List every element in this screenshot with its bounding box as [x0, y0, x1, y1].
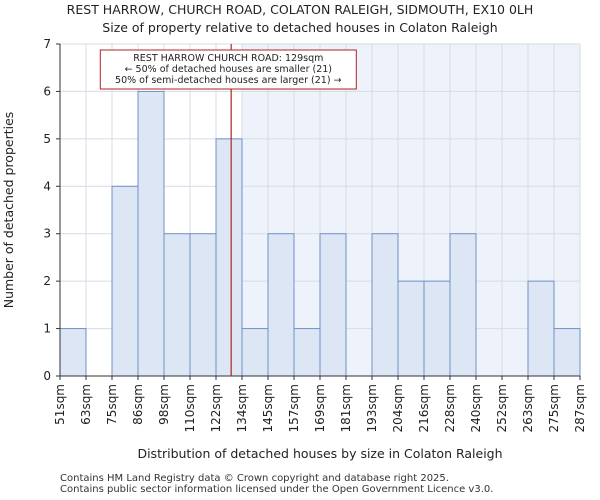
bar-51sqm — [59, 328, 87, 377]
chart-subtitle: Size of property relative to detached ho… — [102, 20, 498, 35]
y-tick-label-6: 6 — [43, 84, 51, 98]
x-axis-label: Distribution of detached houses by size … — [137, 446, 502, 461]
bar-263sqm — [527, 280, 555, 377]
x-tick-label-204sqm: 204sqm — [391, 384, 405, 432]
bar-193sqm — [371, 233, 399, 377]
x-tick-label-145sqm: 145sqm — [261, 384, 275, 432]
annotation-box — [99, 49, 357, 90]
bar-275sqm — [553, 328, 581, 377]
x-tick-label-275sqm: 275sqm — [547, 384, 561, 432]
annotation-larger: 50% of semi-detached houses are larger (… — [115, 75, 342, 86]
y-tick-label-5: 5 — [43, 132, 51, 146]
bar-110sqm — [189, 233, 217, 377]
x-tick-label-110sqm: 110sqm — [183, 384, 197, 432]
footer-line-2: Contains public sector information licen… — [60, 484, 494, 495]
y-tick-label-7: 7 — [43, 37, 51, 51]
x-tick-label-98sqm: 98sqm — [157, 384, 171, 425]
bar-216sqm — [423, 280, 451, 377]
x-tick-label-134sqm: 134sqm — [235, 384, 249, 432]
y-tick-label-0: 0 — [43, 369, 51, 383]
footer-line-1: Contains HM Land Registry data © Crown c… — [60, 473, 449, 484]
x-tick-label-263sqm: 263sqm — [521, 384, 535, 432]
y-tick-label-4: 4 — [43, 179, 51, 193]
annotation-smaller: ← 50% of detached houses are smaller (21… — [125, 64, 332, 75]
x-tick-label-169sqm: 169sqm — [313, 384, 327, 432]
y-tick-label-2: 2 — [43, 274, 51, 288]
chart-title: REST HARROW, CHURCH ROAD, COLATON RALEIG… — [66, 2, 534, 17]
x-tick-label-51sqm: 51sqm — [53, 384, 67, 425]
bar-204sqm — [397, 280, 425, 377]
x-tick-label-122sqm: 122sqm — [209, 384, 223, 432]
x-tick-label-157sqm: 157sqm — [287, 384, 301, 432]
bar-157sqm — [293, 328, 321, 377]
x-tick-label-228sqm: 228sqm — [443, 384, 457, 432]
x-tick-label-287sqm: 287sqm — [573, 384, 587, 432]
x-tick-label-216sqm: 216sqm — [417, 384, 431, 432]
y-axis-label: Number of detached properties — [1, 112, 16, 309]
x-tick-label-193sqm: 193sqm — [365, 384, 379, 432]
bar-134sqm — [241, 328, 269, 377]
x-tick-label-86sqm: 86sqm — [131, 384, 145, 425]
x-tick-label-181sqm: 181sqm — [339, 384, 353, 432]
bar-228sqm — [449, 233, 477, 377]
x-tick-label-240sqm: 240sqm — [469, 384, 483, 432]
bar-75sqm — [111, 185, 139, 377]
y-tick-label-3: 3 — [43, 227, 51, 241]
x-tick-label-63sqm: 63sqm — [79, 384, 93, 425]
bar-169sqm — [319, 233, 347, 377]
x-tick-label-75sqm: 75sqm — [105, 384, 119, 425]
bar-122sqm — [215, 138, 243, 377]
bar-98sqm — [163, 233, 191, 377]
y-tick-label-1: 1 — [43, 322, 51, 336]
annotation-title: REST HARROW CHURCH ROAD: 129sqm — [133, 53, 323, 64]
bar-145sqm — [267, 233, 295, 377]
x-tick-label-252sqm: 252sqm — [495, 384, 509, 432]
bar-86sqm — [137, 90, 165, 377]
